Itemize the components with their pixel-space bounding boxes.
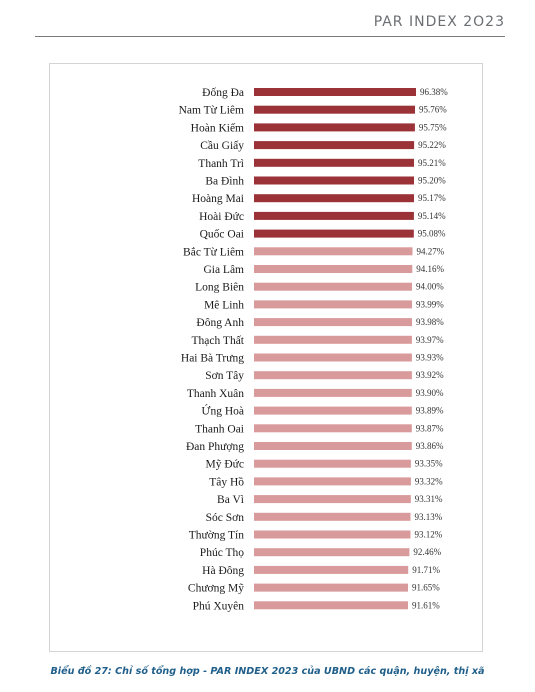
category-label: Ba Vì: [217, 494, 244, 506]
bar: [254, 406, 412, 415]
category-label: Thường Tín: [189, 530, 244, 542]
category-label: Tây Hồ: [209, 475, 244, 488]
bar: [254, 88, 416, 96]
bar: [254, 247, 413, 256]
value-label: 93.90%: [416, 388, 444, 398]
bar: [254, 512, 411, 521]
value-label: 93.31%: [415, 494, 443, 504]
bar: [254, 548, 410, 557]
category-label: Thạch Thất: [192, 334, 245, 347]
value-label: 95.14%: [418, 211, 446, 221]
bar: [254, 388, 412, 397]
bar: [254, 265, 413, 273]
category-label: Phúc Thọ: [200, 547, 244, 559]
header-title: PAR INDEX 2O23: [373, 14, 505, 30]
bar: [254, 565, 409, 574]
value-label: 94.16%: [416, 264, 444, 274]
value-label: 93.89%: [416, 406, 444, 416]
value-label: 94.27%: [417, 246, 445, 256]
category-label: Đông Anh: [196, 317, 244, 329]
bar: [254, 459, 411, 468]
value-label: 91.65%: [412, 583, 440, 593]
value-label: 95.75%: [419, 122, 447, 132]
bar: [254, 158, 414, 167]
value-label: 93.13%: [415, 512, 443, 522]
category-label: Chương Mỹ: [188, 583, 244, 595]
bar: [254, 530, 411, 539]
bar: [254, 229, 414, 238]
category-label: Đống Đa: [202, 86, 244, 99]
bar: [254, 300, 412, 309]
value-label: 96.38%: [420, 87, 448, 97]
value-label: 94.00%: [416, 282, 444, 292]
category-label: Hoàn Kiếm: [191, 121, 244, 134]
bar: [254, 176, 414, 185]
category-label: Gia Lâm: [203, 264, 244, 276]
bar: [254, 123, 415, 132]
value-label: 93.92%: [416, 370, 444, 380]
bar: [254, 442, 412, 450]
value-label: 93.12%: [415, 530, 443, 540]
value-label: 93.99%: [416, 299, 444, 309]
category-label: Quốc Oai: [200, 228, 244, 241]
category-label: Ứng Hoà: [202, 404, 244, 418]
bar: [254, 424, 412, 433]
bar-chart: Đống Đa 96.38% Nam Từ Liêm 95.76% Hoàn Kiếm 9…: [179, 86, 449, 612]
chart-frame: Đống Đa 96.38% Nam Từ Liêm 95.76% Hoàn Kiếm 9…: [49, 63, 483, 652]
bar: [254, 371, 412, 380]
value-label: 93.35%: [415, 459, 443, 469]
category-label: Mê Linh: [204, 299, 244, 311]
bar: [254, 583, 408, 592]
bar: [254, 601, 408, 610]
category-label: Thanh Trì: [198, 158, 244, 170]
category-label: Thanh Xuân: [187, 388, 244, 400]
category-label: Mỹ Đức: [206, 459, 245, 471]
value-label: 91.61%: [412, 600, 440, 610]
value-label: 95.08%: [418, 229, 446, 239]
bar: [254, 353, 412, 362]
bar: [254, 335, 412, 344]
category-label: Ba Đình: [205, 176, 244, 188]
category-label: Long Biên: [195, 282, 244, 294]
value-label: 95.21%: [418, 158, 446, 168]
value-label: 93.98%: [416, 317, 444, 327]
value-label: 93.97%: [416, 335, 444, 345]
category-label: Phú Xuyên: [193, 600, 245, 612]
bar: [254, 141, 415, 150]
bar: [254, 105, 415, 114]
category-label: Hai Bà Trưng: [181, 353, 244, 365]
category-label: Thanh Oai: [195, 423, 244, 435]
bar: [254, 318, 412, 327]
value-label: 95.17%: [418, 193, 446, 203]
header-divider: [35, 36, 505, 37]
category-label: Đan Phượng: [186, 441, 244, 453]
value-label: 95.76%: [419, 105, 447, 115]
category-label: Nam Từ Liêm: [179, 105, 244, 117]
value-label: 93.32%: [415, 476, 443, 486]
value-label: 95.20%: [418, 176, 446, 186]
bar: [254, 477, 411, 486]
figure-caption: Biểu đồ 27: Chỉ số tổng hợp - PAR INDEX …: [50, 666, 485, 677]
bar: [254, 495, 411, 504]
category-label: Hoàng Mai: [192, 193, 244, 205]
value-label: 91.71%: [412, 565, 440, 575]
category-label: Bắc Từ Liêm: [183, 245, 244, 258]
category-label: Sơn Tây: [205, 370, 244, 382]
bar: [254, 194, 414, 203]
bar: [254, 211, 414, 220]
value-label: 92.46%: [413, 547, 441, 557]
bar: [254, 282, 412, 291]
value-label: 93.93%: [416, 353, 444, 363]
category-label: Cầu Giấy: [200, 139, 244, 152]
value-label: 93.87%: [416, 423, 444, 433]
value-label: 93.86%: [416, 441, 444, 451]
category-label: Hoài Đức: [199, 211, 244, 223]
category-label: Hà Đông: [202, 565, 244, 577]
value-label: 95.22%: [418, 140, 446, 150]
category-label: Sóc Sơn: [206, 512, 245, 524]
